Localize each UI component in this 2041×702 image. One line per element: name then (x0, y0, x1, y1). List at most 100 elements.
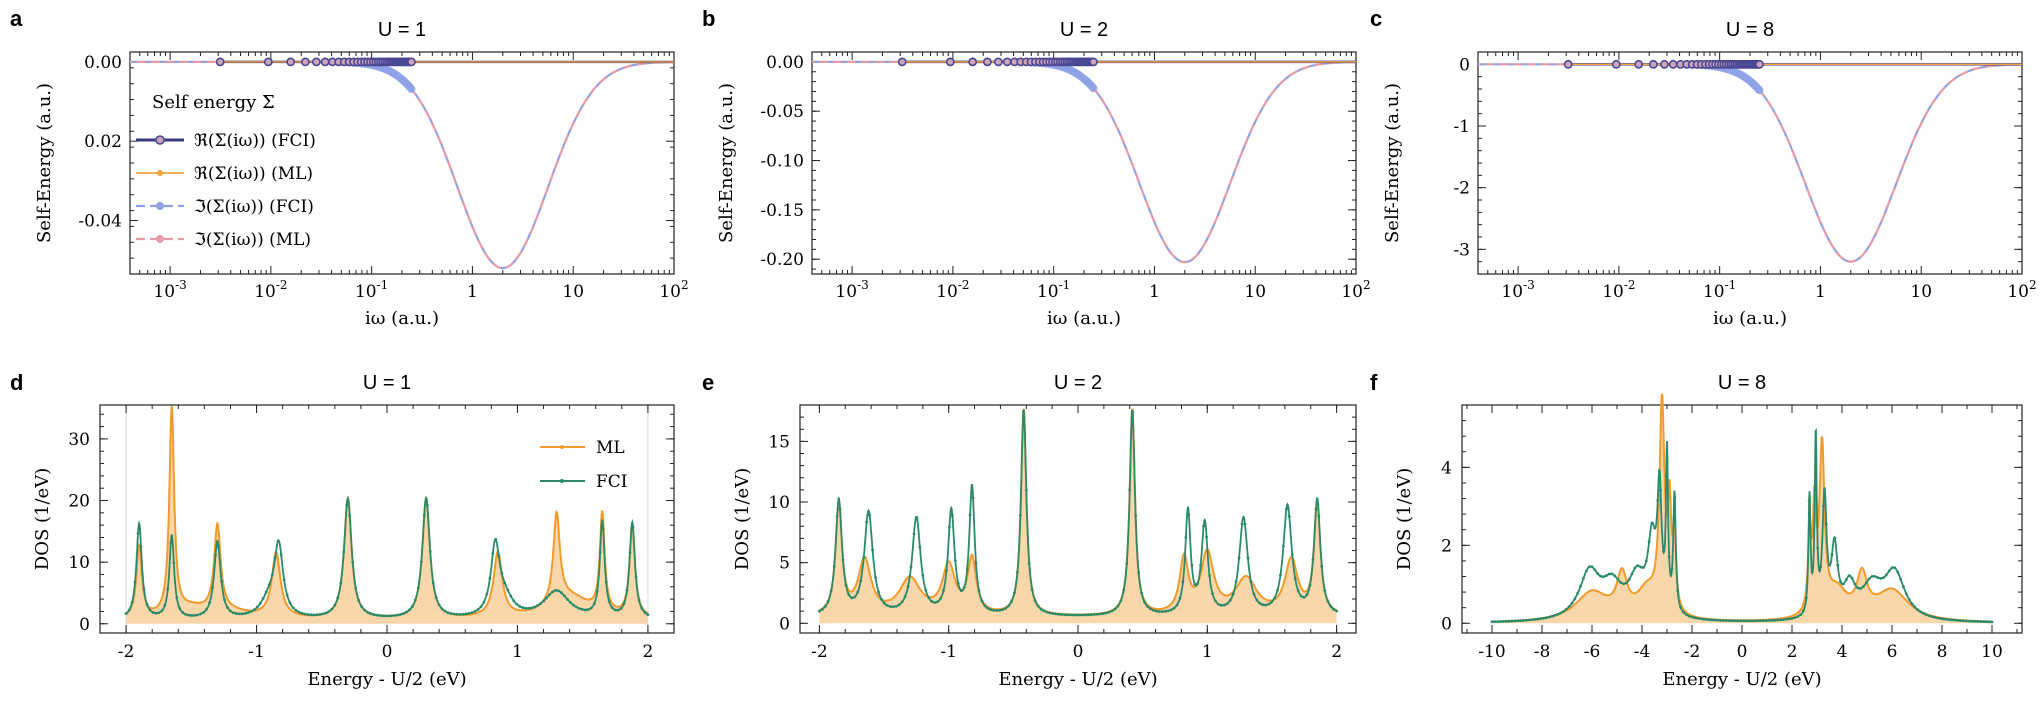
fci-point (235, 612, 238, 615)
panel-letter: e (702, 370, 714, 395)
re-fci-point (263, 57, 273, 67)
fci-point (1527, 618, 1531, 622)
fci-point (1884, 573, 1888, 577)
legend-label: ℜ(Σ(iω)) (FCI) (194, 131, 316, 151)
x-tick-label: 10 (562, 282, 584, 302)
fci-point (205, 607, 209, 611)
fci-point (1536, 617, 1540, 621)
fci-point (229, 609, 232, 613)
fci-point (396, 613, 399, 617)
fci-point (1696, 616, 1700, 620)
fci-point (342, 550, 346, 554)
fci-point (844, 583, 848, 587)
fci-point (1990, 620, 1994, 624)
fci-point (871, 548, 874, 552)
fci-point (1293, 577, 1297, 581)
fci-point (1190, 563, 1194, 567)
fci-point (175, 596, 179, 599)
fci-point (874, 576, 877, 579)
fci-point (1178, 596, 1182, 600)
fci-point (953, 559, 957, 563)
fci-point (1719, 618, 1722, 622)
fci-point (372, 613, 375, 616)
fci-point (407, 608, 411, 612)
x-tick-label: 1 (512, 642, 523, 662)
fci-point (1610, 572, 1614, 576)
fci-point (1767, 619, 1771, 622)
panel-c: c U = 8 10-3 10-2 10-1 1 10 102 0 -1 -2 -3 iω (a.u.)… (1370, 6, 2037, 329)
fci-point (1051, 612, 1055, 615)
fci-point (258, 601, 262, 605)
fci-point (512, 599, 516, 603)
fci-point (1847, 574, 1851, 578)
fci-point (628, 551, 632, 554)
fci-point (226, 606, 229, 609)
fci-point (402, 612, 405, 615)
x-tick-label: -2 (118, 642, 135, 662)
fci-point (288, 601, 292, 605)
fci-point (1664, 474, 1668, 478)
fci-point (211, 586, 214, 590)
fci-point (1616, 577, 1620, 581)
fci-point (1542, 616, 1545, 620)
fci-point (1793, 616, 1797, 620)
fci-point (1673, 496, 1677, 499)
fci-point (416, 586, 420, 590)
fci-point (157, 611, 161, 615)
legend-label: FCI (596, 472, 628, 492)
fci-point (568, 601, 572, 604)
fci-point (1587, 565, 1591, 569)
fci-point (1867, 577, 1871, 581)
fci-point (1057, 612, 1061, 616)
x-tick-label: -2 (1684, 642, 1701, 662)
fci-point (1622, 582, 1625, 586)
fci-point (1679, 605, 1682, 609)
fci-point (850, 596, 854, 600)
re-fci-point (320, 57, 330, 67)
fci-point (1290, 552, 1294, 556)
y-tick-label: 0 (1441, 614, 1452, 634)
fci-point (1042, 609, 1046, 613)
fci-point (524, 606, 528, 610)
fci-point (1101, 612, 1105, 615)
fci-point (497, 555, 501, 558)
fci-point (1593, 568, 1597, 572)
fci-point (348, 514, 352, 517)
fci-point (1876, 576, 1880, 579)
fci-point (554, 589, 557, 592)
fci-point (1240, 522, 1244, 526)
fci-point (1098, 612, 1102, 616)
fci-point (452, 612, 456, 616)
fci-point (1964, 619, 1968, 623)
fci-point (1907, 597, 1911, 601)
fci-point (1564, 607, 1568, 611)
fci-point (619, 607, 623, 610)
fci-point (1944, 617, 1948, 621)
x-tick-label: 10-1 (1703, 278, 1736, 302)
fci-point (366, 610, 370, 614)
fci-point (883, 601, 886, 605)
fci-point (841, 558, 845, 562)
fci-point (634, 575, 638, 578)
x-tick-label: 10-2 (1602, 278, 1635, 302)
fci-point (1970, 619, 1974, 623)
fci-point (1045, 610, 1049, 614)
x-tick-label: -4 (1634, 642, 1651, 662)
fci-point (351, 560, 355, 564)
fci-point (643, 611, 647, 614)
fci-point (1320, 565, 1324, 568)
fci-point (243, 611, 247, 615)
im-fci-point (1089, 84, 1098, 93)
fci-point (1982, 620, 1985, 624)
fci-point (1261, 603, 1265, 607)
fci-point (646, 613, 650, 617)
fci-point (1550, 614, 1554, 618)
fci-point (264, 590, 268, 594)
fci-point (321, 612, 325, 616)
fci-point (625, 588, 629, 592)
fci-point (1202, 524, 1206, 528)
y-tick-label: 0 (779, 614, 790, 634)
fci-point (1166, 609, 1170, 613)
fci-point (1258, 601, 1262, 605)
